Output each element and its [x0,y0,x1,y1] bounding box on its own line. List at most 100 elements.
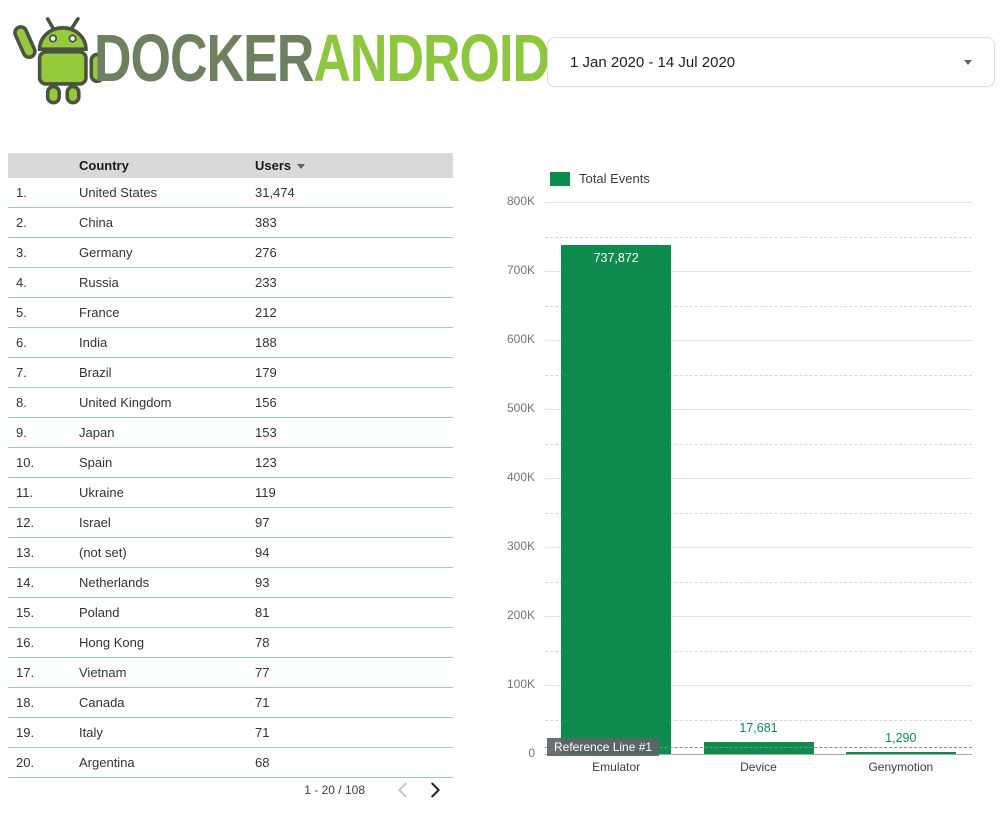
y-tick-label: 500K [506,401,535,415]
android-robot-icon [13,17,105,105]
gridline [545,719,972,721]
gridline [545,236,972,238]
cell-users: 179 [255,365,277,380]
app-logo: DOCKERANDROID [12,6,550,112]
cell-users: 93 [255,575,270,590]
prev-page-button[interactable] [390,777,416,803]
gridline [545,305,972,307]
cell-country: Netherlands [79,575,150,590]
cell-users: 153 [255,425,277,440]
cell-rank: 13. [16,545,35,560]
cell-country: Canada [79,695,125,710]
cell-users: 71 [255,695,270,710]
table-row: 9. Japan 153 [8,418,453,448]
table-row: 14. Netherlands 93 [8,568,453,598]
next-page-button[interactable] [422,777,448,803]
y-tick-label: 200K [506,608,535,622]
y-tick-label: 700K [506,263,535,277]
gridline [545,271,972,272]
reference-line-badge: Reference Line #1 [547,738,660,757]
cell-rank: 19. [16,725,35,740]
table-row: 15. Poland 81 [8,598,453,628]
cell-users: 81 [255,605,270,620]
cell-country: Hong Kong [79,635,145,650]
gridline [545,478,972,479]
x-axis-label: Emulator [592,760,641,774]
cell-users: 94 [255,545,270,560]
gridline [545,340,972,341]
bar-emulator[interactable] [561,244,672,754]
cell-users: 68 [255,755,270,770]
cell-rank: 18. [16,695,35,710]
cell-country: United States [79,185,158,200]
gridline [545,512,972,514]
cell-rank: 8. [16,395,27,410]
cell-users: 77 [255,665,270,680]
cell-country: France [79,305,120,320]
cell-users: 212 [255,305,277,320]
table-row: 1. United States 31,474 [8,178,453,208]
chevron-right-icon [431,782,440,798]
cell-users: 276 [255,245,277,260]
table-row: 18. Canada 71 [8,688,453,718]
date-range-picker[interactable]: 1 Jan 2020 - 14 Jul 2020 [547,37,995,87]
y-tick-label: 400K [506,470,535,484]
cell-country: Argentina [79,755,135,770]
logo-text-android: ANDROID [313,21,550,97]
gridline [545,409,972,410]
logo-text: DOCKERANDROID [94,21,550,98]
table-row: 11. Ukraine 119 [8,478,453,508]
cell-rank: 2. [16,215,27,230]
bar-value-label: 17,681 [739,720,778,735]
cell-rank: 6. [16,335,27,350]
pagination: 1 - 20 / 108 [8,776,453,804]
y-tick-label: 800K [506,194,535,208]
cell-users: 78 [255,635,270,650]
cell-rank: 1. [16,185,27,200]
country-users-table: Country Users 1. United States 31,474 2. Chi… [8,153,453,778]
gridline [545,202,972,203]
cell-country: Spain [79,455,113,470]
table-row: 13. (not set) 94 [8,538,453,568]
cell-users: 233 [255,275,277,290]
gridline [545,616,972,617]
cell-rank: 20. [16,755,35,770]
legend-label: Total Events [579,171,650,186]
x-axis-label: Device [740,760,777,774]
cell-rank: 15. [16,605,35,620]
chevron-left-icon [398,782,407,798]
cell-users: 31,474 [255,185,295,200]
table-row: 3. Germany 276 [8,238,453,268]
cell-rank: 11. [16,485,34,500]
legend-swatch [550,171,570,186]
table-row: 6. India 188 [8,328,453,358]
sort-descending-icon [297,164,306,170]
reference-line [545,747,972,749]
cell-users: 156 [255,395,277,410]
cell-rank: 14. [16,575,35,590]
date-range-value: 1 Jan 2020 - 14 Jul 2020 [570,53,736,71]
cell-country: United Kingdom [79,395,172,410]
gridline [545,443,972,445]
cell-rank: 7. [16,365,27,380]
header-users[interactable]: Users [255,158,453,173]
cell-country: Japan [79,425,115,440]
cell-country: Brazil [79,365,112,380]
cell-country: China [79,215,113,230]
bar-genymotion[interactable] [845,751,956,754]
cell-country: Russia [79,275,119,290]
gridline [545,547,972,548]
cell-rank: 10. [16,455,35,470]
cell-users: 71 [255,725,270,740]
logo-text-docker: DOCKER [94,21,314,97]
table-row: 19. Italy 71 [8,718,453,748]
table-row: 2. China 383 [8,208,453,238]
x-axis-zero-line [545,754,972,755]
bar-value-label: 1,290 [885,730,917,745]
table-row: 16. Hong Kong 78 [8,628,453,658]
cell-users: 383 [255,215,277,230]
cell-users: 97 [255,515,270,530]
header-country[interactable]: Country [79,158,129,173]
table-row: 10. Spain 123 [8,448,453,478]
y-tick-label: 600K [506,332,535,346]
